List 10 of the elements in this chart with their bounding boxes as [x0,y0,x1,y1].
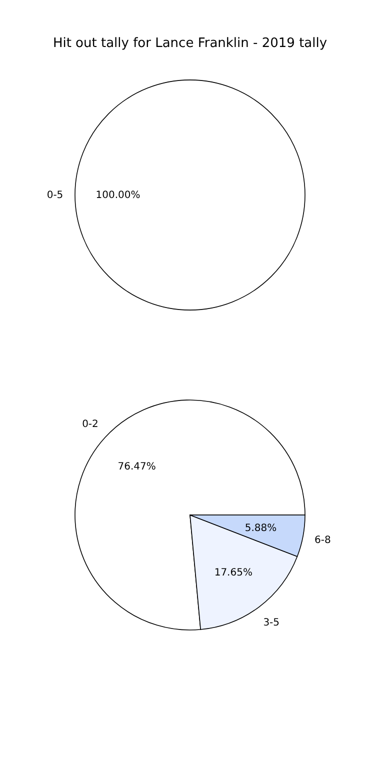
slice-label: 0-2 [82,419,98,430]
slice-label: 3-5 [263,618,280,629]
slice-label: 6-8 [314,534,331,546]
data-label: 5.88% [244,523,277,534]
chart-title: Hit out tally for Lance Franklin - 2019 tally [52,36,328,51]
data-label: 17.65% [214,567,252,578]
slice-label: 0-5 [46,190,64,201]
data-label: 76.47% [118,461,156,472]
data-label: 100.00% [96,190,140,201]
pie-slice [74,400,306,630]
